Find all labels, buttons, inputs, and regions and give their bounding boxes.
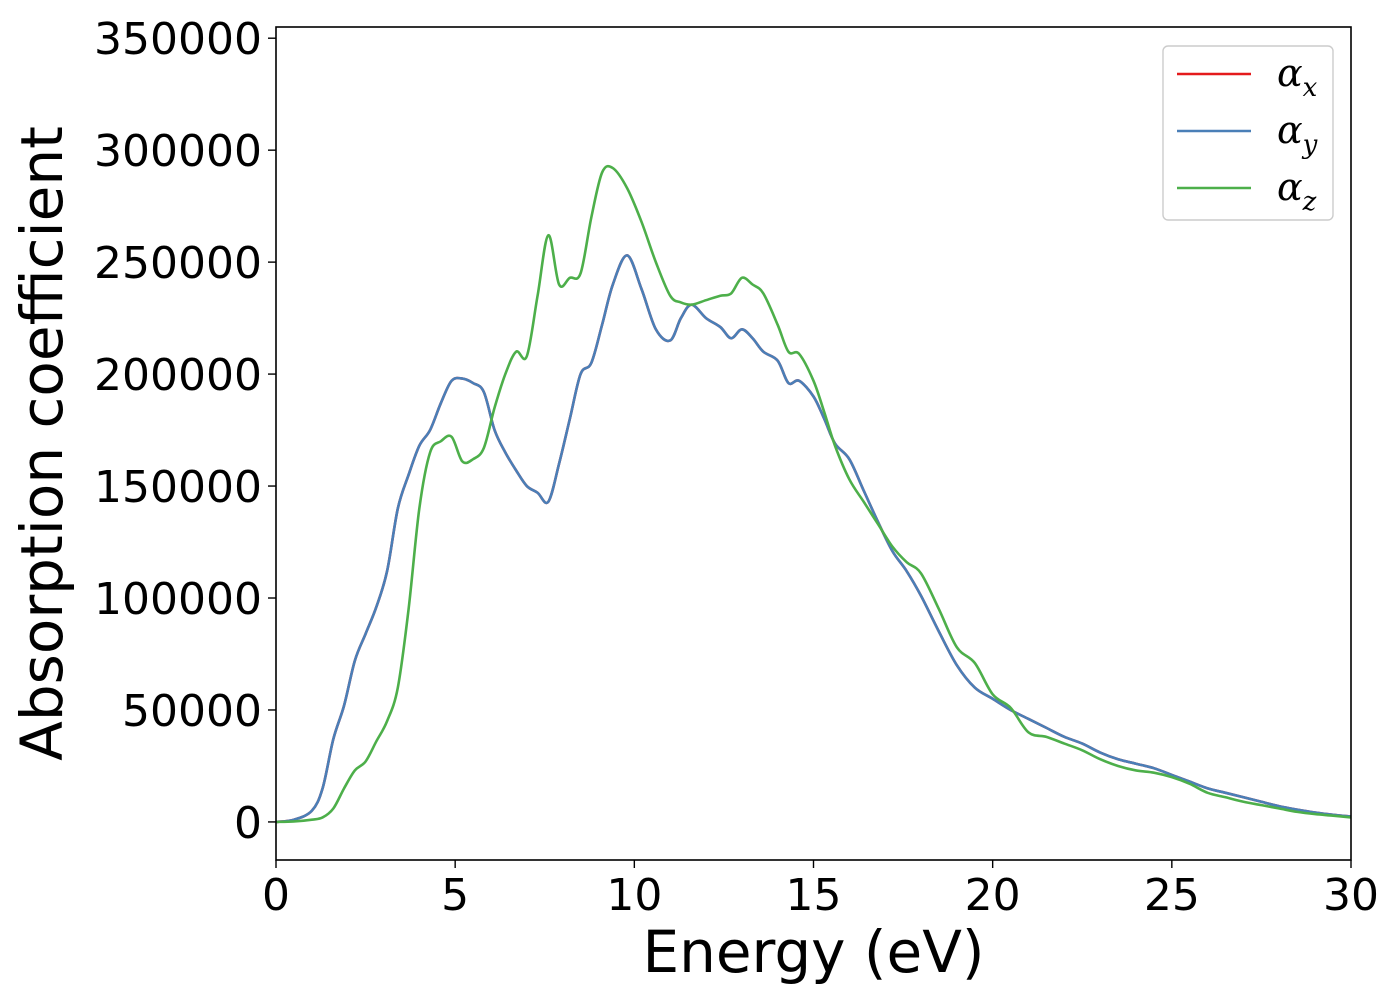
x-tick-label: 0 [262, 870, 290, 921]
legend-label: αy [1277, 108, 1318, 160]
series-layer [276, 164, 1351, 824]
y-axis-label: Absorption coefficient [8, 126, 76, 761]
y-tick-label: 50000 [122, 686, 262, 737]
legend-label: αx [1277, 51, 1318, 103]
y-tick-label: 200000 [94, 350, 262, 401]
x-axis-label: Energy (eV) [642, 918, 984, 986]
y-tick-label: 350000 [94, 14, 262, 65]
legend-label: αz [1277, 165, 1317, 217]
series-line-y [276, 254, 1351, 824]
y-axis-ticks: 0 50000 100000 150000 200000 250000 300000 3500… [94, 14, 276, 849]
legend-box [1162, 45, 1334, 221]
y-tick-label: 100000 [94, 574, 262, 625]
x-tick-label: 10 [606, 870, 662, 921]
x-tick-label: 5 [441, 870, 469, 921]
legend-entry-y: αy [1177, 108, 1318, 160]
series-line-z [276, 164, 1351, 824]
y-tick-label: 0 [234, 798, 262, 849]
x-tick-label: 25 [1144, 870, 1200, 921]
y-tick-label: 250000 [94, 238, 262, 289]
y-tick-label: 150000 [94, 462, 262, 513]
x-tick-label: 20 [965, 870, 1021, 921]
x-tick-label: 30 [1323, 870, 1379, 921]
legend-entry-z: αz [1177, 165, 1317, 217]
y-tick-label: 300000 [94, 126, 262, 177]
x-tick-label: 15 [786, 870, 842, 921]
legend-entry-x: αx [1177, 51, 1318, 103]
x-axis-ticks: 0 5 10 15 20 25 30 [262, 860, 1379, 921]
